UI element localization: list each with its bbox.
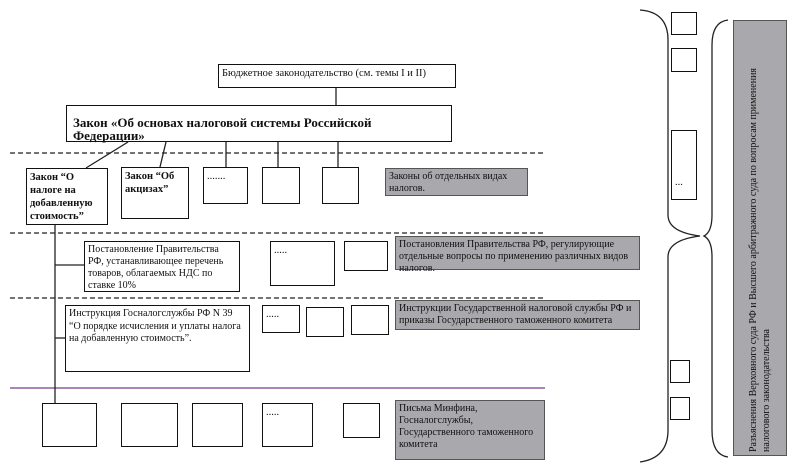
resolutions-label: Постановления Правительства РФ, регулиру… xyxy=(395,236,640,274)
ellipsis-box: ..... xyxy=(270,241,335,286)
connector xyxy=(159,141,167,168)
ellipsis-box: ....... xyxy=(203,167,248,204)
vat-law-box: Закон “О налоге на добавленную стоимость… xyxy=(26,168,108,225)
empty-box xyxy=(121,403,178,447)
empty-box xyxy=(306,307,344,337)
excise-law-box: Закон “Об акцизах” xyxy=(121,167,189,219)
empty-box xyxy=(670,397,690,420)
court-clarifications-label: Разъяснения Верховного суда РФ и Высшего… xyxy=(733,20,787,456)
laws-label: Законы об отдельных видах налогов. xyxy=(385,168,528,196)
budget-law-box: Бюджетное законодательство (см. темы I и… xyxy=(218,64,456,88)
left-brace xyxy=(702,19,729,458)
instructions-label: Инструкции Государственной налоговой слу… xyxy=(395,300,640,330)
empty-box xyxy=(322,167,359,204)
empty-box xyxy=(351,305,389,335)
instruction-box: Инструкция Госналогслужбы РФ N 39 “О пор… xyxy=(65,305,250,372)
empty-box xyxy=(192,403,243,447)
empty-box xyxy=(343,403,380,438)
right-brace xyxy=(639,9,701,463)
main-law-box: Закон «Об основах налоговой системы Росс… xyxy=(66,105,452,142)
letters-label: Письма Минфина, Госналогслужбы, Государс… xyxy=(395,400,545,460)
empty-box xyxy=(344,241,388,271)
connector xyxy=(85,141,129,169)
court-clarifications-text: Разъяснения Верховного суда РФ и Высшего… xyxy=(748,67,772,452)
empty-box xyxy=(670,360,690,383)
empty-box xyxy=(42,403,97,447)
ellipsis-box: ..... xyxy=(262,305,300,333)
empty-box xyxy=(671,48,697,72)
ellipsis-box: ... xyxy=(671,130,697,200)
empty-box xyxy=(671,12,697,35)
empty-box xyxy=(262,167,300,204)
ellipsis-box: ..... xyxy=(262,403,313,447)
resolution-box: Постановление Правительства РФ, устанавл… xyxy=(84,241,240,292)
